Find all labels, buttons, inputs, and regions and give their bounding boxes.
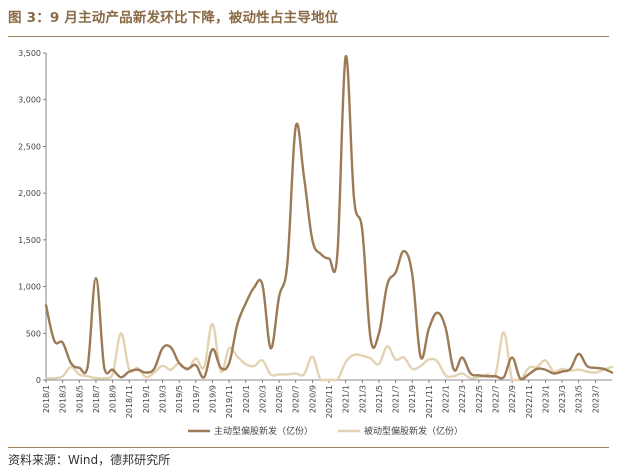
legend-label-passive: 被动型偏股新发（亿份）: [364, 425, 463, 437]
x-tick-label: 2018/1: [42, 385, 51, 413]
x-tick-label: 2021/5: [375, 385, 384, 413]
y-tick-label: 3,500: [18, 49, 41, 58]
x-tick-label: 2020/11: [325, 385, 334, 418]
x-tick-label: 2020/1: [242, 385, 251, 413]
x-tick-label: 2020/3: [258, 385, 267, 413]
x-tick-label: 2019/9: [208, 385, 217, 413]
x-tick-label: 2020/7: [292, 385, 301, 413]
x-tick-label: 2020/9: [308, 385, 317, 413]
x-tick-label: 2021/9: [408, 385, 417, 413]
x-tick-label: 2021/7: [392, 385, 401, 413]
x-tick-label: 2022/1: [442, 385, 451, 413]
x-tick-label: 2022/9: [508, 385, 517, 413]
x-tick-label: 2022/5: [475, 385, 484, 413]
legend-label-active: 主动型偏股新发（亿份）: [214, 425, 313, 437]
chart-series-layer: [44, 55, 614, 382]
chart-title: 图 3：9 月主动产品新发环比下降，被动性占主导地位: [8, 10, 339, 26]
x-tick-label: 2022/11: [525, 385, 534, 418]
x-tick-label: 2019/1: [142, 385, 151, 413]
x-tick-label: 2018/3: [59, 385, 68, 413]
x-tick-label: 2018/7: [92, 385, 101, 413]
x-tick-label: 2021/11: [425, 385, 434, 418]
top-rule: [8, 36, 609, 37]
x-tick-label: 2023/5: [575, 385, 584, 413]
bottom-rule: [8, 447, 609, 448]
x-tick-label: 2023/7: [591, 385, 600, 413]
chart-legend: 主动型偏股新发（亿份） 被动型偏股新发（亿份）: [188, 425, 463, 437]
x-tick-label: 2018/11: [125, 385, 134, 418]
line-chart: 0 500 1,000 1,500 2,000 2,500 3,000 3,500 2018/1…: [18, 49, 614, 437]
y-tick-label: 2,000: [18, 189, 41, 198]
x-tick-label: 2019/7: [192, 385, 201, 413]
y-tick-label: 1,000: [18, 283, 41, 292]
x-tick-label: 2019/11: [225, 385, 234, 418]
source-note: 资料来源：Wind，德邦研究所: [8, 453, 171, 467]
x-tick-label: 2022/3: [458, 385, 467, 413]
series-line-active: [44, 55, 614, 381]
chart-axes: 0 500 1,000 1,500 2,000 2,500 3,000 3,500 2018/1…: [18, 49, 612, 418]
x-tick-label: 2020/5: [275, 385, 284, 413]
x-tick-label: 2022/7: [491, 385, 500, 413]
y-tick-label: 0: [36, 376, 41, 385]
y-tick-label: 1,500: [18, 236, 41, 245]
y-tick-label: 3,000: [18, 96, 41, 105]
x-tick-label: 2019/3: [159, 385, 168, 413]
x-tick-label: 2021/3: [358, 385, 367, 413]
x-tick-label: 2019/5: [175, 385, 184, 413]
x-tick-label: 2021/1: [342, 385, 351, 413]
x-tick-label: 2023/1: [541, 385, 550, 413]
y-tick-label: 500: [26, 329, 41, 338]
x-tick-label: 2018/9: [109, 385, 118, 413]
y-tick-label: 2,500: [18, 142, 41, 151]
x-tick-label: 2023/3: [558, 385, 567, 413]
x-tick-label: 2018/5: [75, 385, 84, 413]
